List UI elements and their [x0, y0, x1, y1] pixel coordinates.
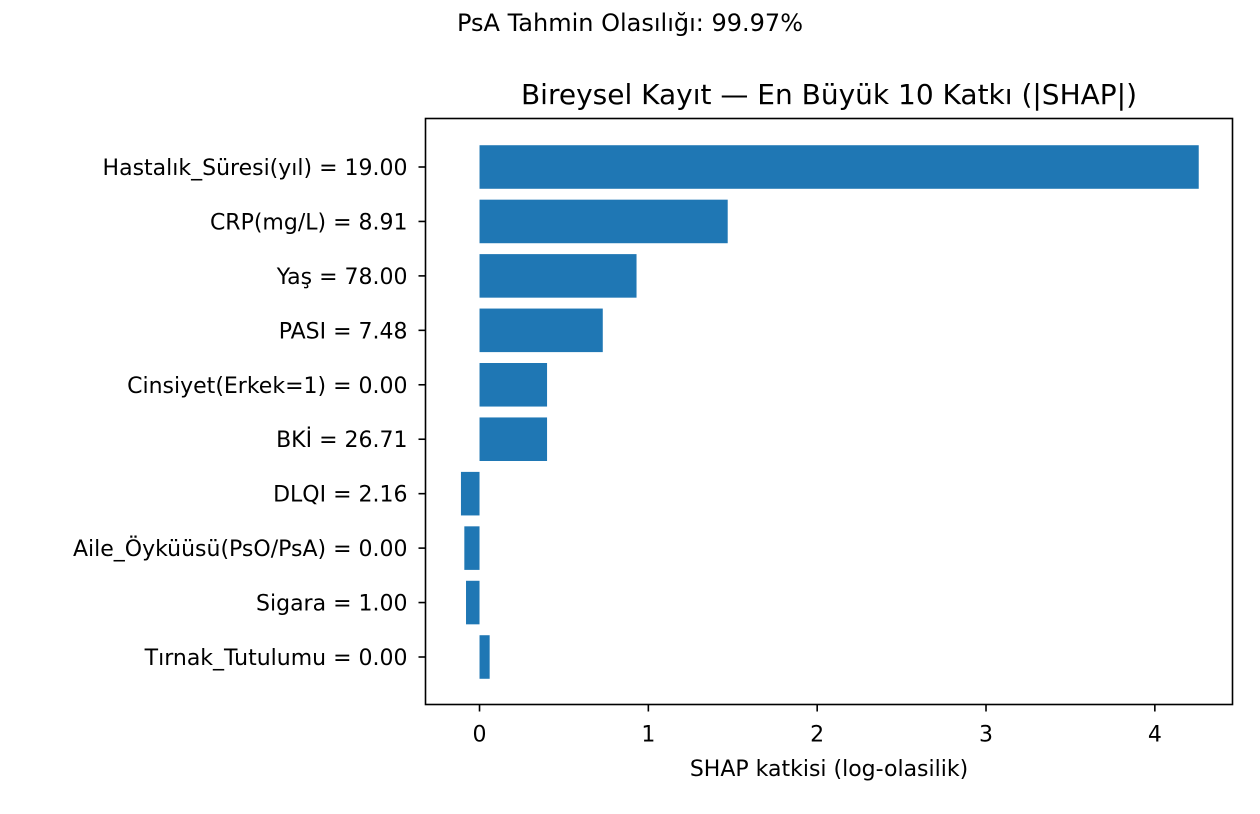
x-tick-label: 2	[810, 723, 824, 748]
x-axis-label: SHAP katkisi (log-olasilik)	[690, 757, 968, 782]
bar	[466, 580, 480, 625]
bar	[464, 526, 480, 570]
y-axis-ticks: Hastalık_Süresi(yıl) = 19.00 CRP(mg/L) = …	[73, 156, 426, 671]
chart-title: Bireysel Kayıt — En Büyük 10 Katkı (|SHA…	[521, 78, 1137, 111]
bar	[479, 363, 548, 407]
y-tick-label: Cinsiyet(Erkek=1) = 0.00	[127, 374, 407, 399]
y-tick-label: Hastalık_Süresi(yıl) = 19.00	[103, 156, 408, 181]
x-tick-label: 1	[641, 723, 655, 748]
x-axis-ticks: 0 1 2 3 4	[473, 704, 1162, 748]
axes-frame	[424, 117, 1234, 706]
y-tick-label: Aile_Öyküüsü(PsO/PsA) = 0.00	[73, 536, 408, 562]
bar	[479, 308, 603, 353]
bar	[479, 635, 490, 679]
bar	[479, 199, 728, 244]
x-tick-label: 3	[979, 723, 993, 748]
bars-layer	[460, 145, 1199, 679]
chart-suptitle: PsA Tahmin Olasılığı: 99.97%	[457, 9, 803, 37]
x-tick-label: 0	[473, 723, 487, 748]
y-tick-label: Tırnak_Tutulumu = 0.00	[144, 646, 408, 671]
y-tick-label: CRP(mg/L) = 8.91	[210, 210, 408, 235]
y-tick-label: Sigara = 1.00	[256, 592, 407, 617]
y-tick-label: Yaş = 78.00	[276, 265, 408, 290]
y-tick-label: PASI = 7.48	[279, 319, 408, 344]
y-tick-label: BKİ = 26.71	[276, 427, 407, 453]
y-tick-label: DLQI = 2.16	[273, 483, 407, 508]
bar	[479, 417, 548, 461]
bar	[460, 471, 480, 516]
x-tick-label: 4	[1148, 723, 1162, 748]
bar	[479, 145, 1199, 189]
bar	[479, 254, 637, 298]
